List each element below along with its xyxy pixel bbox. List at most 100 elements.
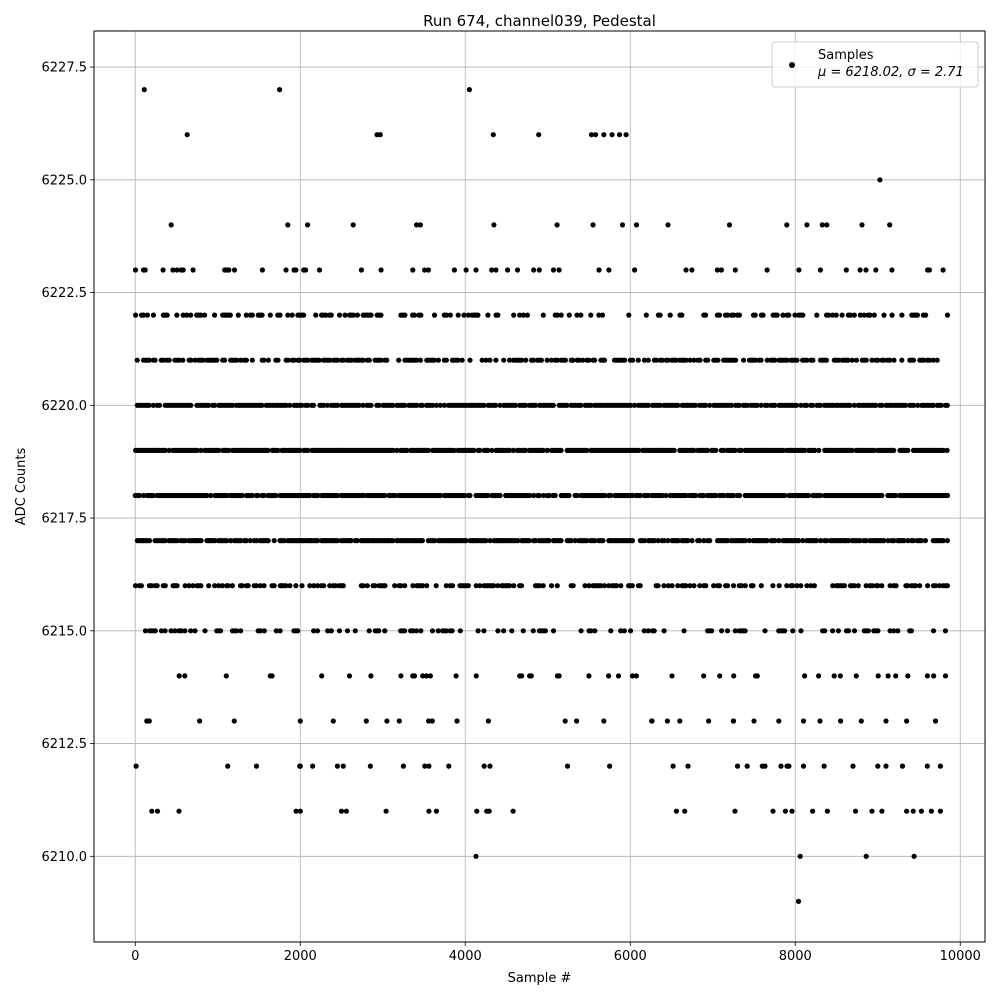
data-point	[704, 447, 711, 453]
data-point	[546, 492, 552, 499]
data-point	[425, 267, 431, 273]
data-point	[796, 267, 802, 273]
data-point	[887, 583, 893, 589]
data-point	[784, 583, 790, 589]
data-point	[713, 447, 719, 453]
data-point	[875, 357, 881, 363]
data-point	[879, 583, 885, 589]
data-point	[643, 312, 649, 318]
data-point	[598, 583, 604, 589]
data-point	[467, 492, 473, 499]
data-point	[481, 402, 487, 408]
data-point	[566, 312, 572, 318]
data-point	[141, 87, 147, 93]
data-point	[629, 673, 636, 679]
data-point	[732, 808, 738, 814]
data-point	[732, 628, 738, 634]
data-point	[261, 583, 267, 589]
data-point	[133, 312, 139, 318]
data-point	[693, 402, 699, 408]
y-axis-title: ADC Counts	[14, 448, 29, 526]
data-point	[794, 583, 800, 589]
data-point	[869, 808, 875, 814]
data-point	[301, 312, 307, 318]
data-point	[146, 718, 152, 724]
data-point	[826, 312, 832, 318]
data-point	[633, 222, 640, 228]
data-point	[348, 357, 355, 363]
data-point	[493, 267, 499, 273]
data-point	[430, 402, 436, 408]
data-point	[853, 673, 859, 679]
y-tick-label: 6222.5	[42, 286, 88, 301]
data-point	[540, 583, 546, 589]
data-point	[437, 402, 443, 408]
data-point	[714, 267, 721, 273]
data-point	[738, 447, 745, 453]
data-point	[665, 222, 671, 228]
data-point	[942, 628, 949, 634]
data-point	[461, 312, 467, 318]
data-point	[622, 357, 628, 363]
data-point	[891, 357, 897, 363]
data-point	[839, 312, 845, 318]
data-point	[367, 763, 373, 769]
data-point	[487, 357, 493, 363]
data-point	[883, 718, 889, 724]
data-point	[554, 222, 560, 228]
data-point	[493, 402, 499, 408]
data-point	[141, 492, 147, 499]
data-point	[463, 267, 469, 273]
data-point	[176, 357, 182, 363]
data-point	[736, 402, 743, 408]
data-point	[475, 312, 481, 318]
data-point	[402, 628, 408, 634]
data-point	[554, 357, 561, 363]
data-point	[816, 447, 822, 453]
data-point	[701, 673, 707, 679]
data-point	[655, 538, 661, 544]
data-point	[520, 628, 526, 634]
data-point	[725, 312, 731, 318]
x-tick-label: 2000	[284, 949, 317, 964]
data-point	[821, 763, 827, 769]
data-point	[838, 718, 844, 724]
data-point	[552, 492, 558, 499]
data-point	[410, 267, 416, 273]
data-point	[346, 673, 353, 679]
data-point	[314, 583, 321, 589]
data-point	[937, 763, 944, 769]
data-point	[944, 538, 951, 544]
data-point	[703, 402, 709, 408]
data-point	[427, 673, 433, 679]
data-point	[601, 718, 607, 724]
data-point	[556, 673, 562, 679]
data-point	[249, 492, 255, 499]
data-point	[354, 312, 360, 318]
data-point	[574, 492, 580, 499]
data-point	[691, 583, 697, 589]
data-point	[287, 583, 293, 589]
data-point	[804, 222, 810, 228]
data-point	[305, 447, 311, 453]
data-point	[641, 628, 647, 634]
data-point	[857, 267, 863, 273]
data-point	[422, 267, 428, 273]
data-point	[198, 538, 204, 544]
data-point	[257, 628, 263, 634]
data-point	[635, 357, 641, 363]
data-point	[419, 538, 425, 544]
data-point	[633, 673, 640, 679]
data-point	[216, 583, 222, 589]
data-point	[817, 267, 824, 273]
y-tick-label: 6220.0	[42, 399, 88, 414]
data-point	[833, 312, 839, 318]
data-point	[717, 673, 723, 679]
data-point	[679, 312, 685, 318]
data-point	[176, 808, 182, 814]
data-point	[592, 357, 598, 363]
data-point	[725, 538, 731, 544]
data-point	[474, 808, 480, 814]
legend-series-name: Samples	[818, 48, 874, 63]
data-point	[243, 312, 249, 318]
